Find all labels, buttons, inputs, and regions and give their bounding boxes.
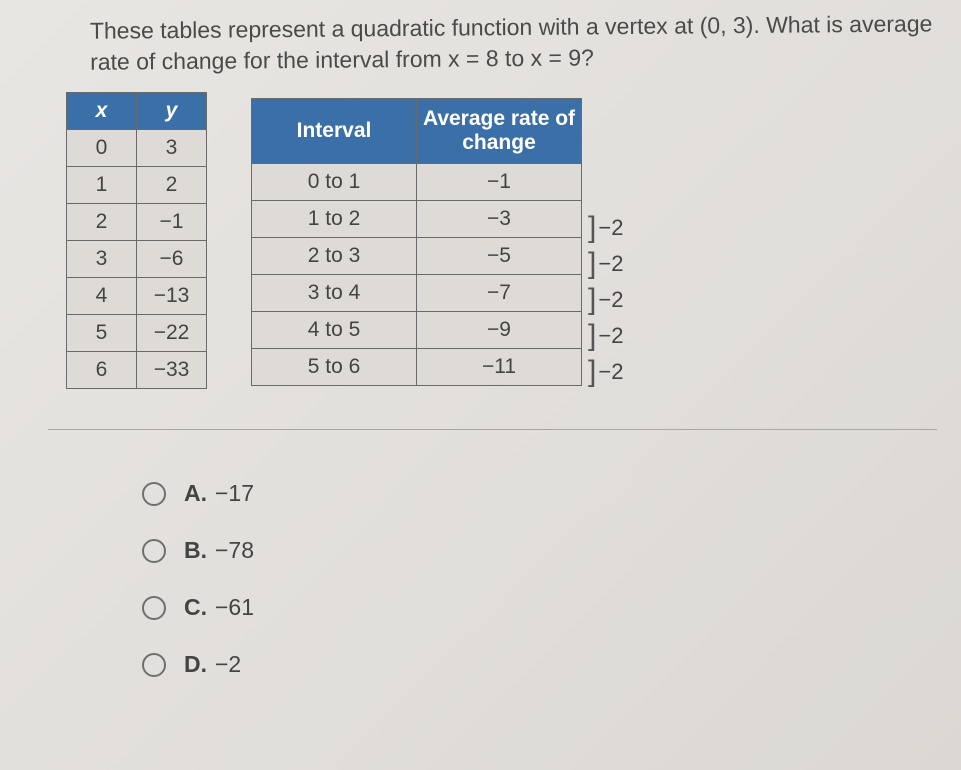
cell: −5: [417, 238, 582, 275]
interval-header-1: Interval: [252, 99, 417, 164]
bracket-icon: ]: [588, 255, 596, 273]
cell: 3 to 4: [252, 275, 417, 312]
xy-table: x y 03 12 2−1 3−6 4−13 5−22 6−33: [66, 92, 207, 389]
diff-row: ]−2: [588, 324, 623, 348]
divider: [48, 429, 937, 430]
cell: 0 to 1: [252, 164, 417, 201]
xy-header-x: x: [67, 93, 137, 130]
table-row: 03: [67, 130, 207, 167]
option-label: D. −2: [184, 651, 241, 678]
cell: 5: [67, 315, 137, 352]
diff-row: ]−2: [588, 360, 623, 384]
cell: 2 to 3: [252, 238, 417, 275]
cell: 3: [67, 241, 137, 278]
diff-value: −2: [598, 359, 623, 385]
option-label: A. −17: [184, 480, 254, 507]
option-label: C. −61: [184, 594, 254, 621]
table-row: 5 to 6−11: [252, 349, 582, 386]
cell: −11: [417, 349, 582, 386]
option-letter: A.: [184, 480, 207, 506]
option-b[interactable]: B. −78: [142, 537, 961, 564]
question-text: These tables represent a quadratic funct…: [90, 8, 954, 78]
option-d[interactable]: D. −2: [142, 651, 961, 678]
diff-row: ]−2: [588, 216, 623, 240]
diff-value: −2: [598, 323, 623, 349]
option-text: −17: [215, 480, 254, 506]
interval-header-2: Average rate of change: [417, 99, 582, 164]
bracket-icon: ]: [588, 291, 596, 309]
table-row: 2 to 3−5: [252, 238, 582, 275]
bracket-icon: ]: [588, 327, 596, 345]
option-a[interactable]: A. −17: [142, 480, 961, 507]
cell: 2: [137, 167, 207, 204]
cell: −1: [417, 164, 582, 201]
diff-value: −2: [598, 215, 623, 241]
table-row: 2−1: [67, 204, 207, 241]
interval-block: Interval Average rate of change 0 to 1−1…: [251, 98, 623, 386]
cell: 3: [137, 130, 207, 167]
cell: −3: [417, 201, 582, 238]
cell: 5 to 6: [252, 349, 417, 386]
cell: −1: [137, 204, 207, 241]
cell: −7: [417, 275, 582, 312]
diff-row: ]−2: [588, 288, 623, 312]
cell: −22: [137, 315, 207, 352]
diff-value: −2: [598, 287, 623, 313]
cell: −13: [137, 278, 207, 315]
radio-icon[interactable]: [142, 539, 166, 563]
cell: 1 to 2: [252, 201, 417, 238]
table-row: 6−33: [67, 352, 207, 389]
diff-value: −2: [598, 251, 623, 277]
cell: 2: [67, 204, 137, 241]
table-row: 5−22: [67, 315, 207, 352]
radio-icon[interactable]: [142, 653, 166, 677]
bracket-icon: ]: [588, 219, 596, 237]
cell: 4: [67, 278, 137, 315]
table-row: 4−13: [67, 278, 207, 315]
table-row: 3 to 4−7: [252, 275, 582, 312]
option-text: −78: [215, 537, 254, 563]
tables-container: x y 03 12 2−1 3−6 4−13 5−22 6−33 Interva…: [66, 92, 961, 389]
xy-header-y: y: [137, 93, 207, 130]
cell: −9: [417, 312, 582, 349]
cell: 6: [67, 352, 137, 389]
cell: 4 to 5: [252, 312, 417, 349]
option-label: B. −78: [184, 537, 254, 564]
interval-table: Interval Average rate of change 0 to 1−1…: [251, 98, 582, 386]
option-letter: B.: [184, 537, 207, 563]
diff-row: ]−2: [588, 252, 623, 276]
answer-options: A. −17 B. −78 C. −61 D. −2: [142, 480, 961, 678]
cell: −33: [137, 352, 207, 389]
option-text: −2: [215, 651, 241, 677]
radio-icon[interactable]: [142, 482, 166, 506]
table-row: 3−6: [67, 241, 207, 278]
table-row: 12: [67, 167, 207, 204]
option-letter: D.: [184, 651, 207, 677]
option-letter: C.: [184, 594, 207, 620]
table-row: 0 to 1−1: [252, 164, 582, 201]
cell: 1: [67, 167, 137, 204]
second-differences: ]−2 ]−2 ]−2 ]−2 ]−2: [588, 216, 623, 386]
radio-icon[interactable]: [142, 596, 166, 620]
cell: 0: [67, 130, 137, 167]
option-c[interactable]: C. −61: [142, 594, 961, 621]
option-text: −61: [215, 594, 254, 620]
table-row: 4 to 5−9: [252, 312, 582, 349]
cell: −6: [137, 241, 207, 278]
table-row: 1 to 2−3: [252, 201, 582, 238]
bracket-icon: ]: [588, 363, 596, 381]
